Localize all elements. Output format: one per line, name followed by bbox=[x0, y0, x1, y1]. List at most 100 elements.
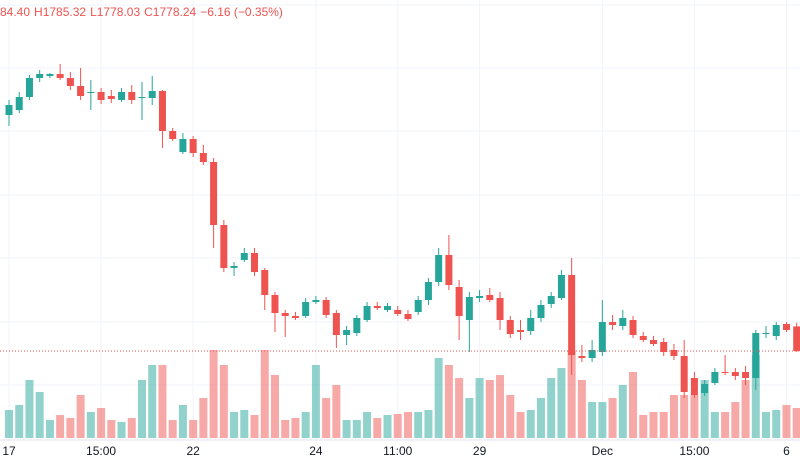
candle-body bbox=[609, 322, 617, 325]
volume-bar bbox=[557, 368, 566, 438]
candle-body bbox=[36, 74, 44, 78]
candle-body bbox=[332, 313, 340, 335]
candle-body bbox=[353, 318, 361, 333]
candle-body bbox=[793, 326, 800, 352]
volume-bar bbox=[414, 412, 423, 438]
candle-body bbox=[517, 330, 524, 332]
candle-body bbox=[772, 325, 780, 336]
candle-body bbox=[690, 378, 698, 395]
grid bbox=[0, 4, 800, 386]
volume-bar bbox=[76, 395, 85, 438]
x-tick-label: 6 bbox=[783, 444, 790, 458]
volume-bar bbox=[424, 410, 433, 438]
volume-bar bbox=[669, 395, 678, 438]
low-text: L1778.03 bbox=[90, 5, 141, 19]
volume-bar bbox=[127, 418, 136, 438]
candle-body bbox=[465, 297, 473, 320]
candle-body bbox=[251, 253, 259, 272]
volume-bar bbox=[690, 395, 699, 438]
volume-bar bbox=[25, 380, 34, 438]
candle-body bbox=[598, 322, 606, 352]
volume-bar bbox=[434, 358, 443, 438]
candle-body bbox=[15, 97, 23, 110]
volume-bar bbox=[291, 418, 300, 438]
volume-bar bbox=[741, 380, 750, 438]
candle-body bbox=[169, 131, 177, 139]
x-tick-label: 24 bbox=[309, 444, 323, 458]
candle-body bbox=[619, 318, 627, 326]
volume-bar bbox=[363, 412, 372, 438]
candle-body bbox=[312, 300, 320, 302]
volume-bar bbox=[577, 380, 586, 438]
candle-body bbox=[639, 336, 647, 340]
x-tick-label: 15:00 bbox=[679, 444, 709, 458]
volume-bar bbox=[56, 415, 65, 438]
candle-body bbox=[568, 275, 576, 355]
candle-body bbox=[97, 92, 105, 100]
volume-bar bbox=[516, 412, 525, 438]
volume-bar bbox=[721, 412, 730, 438]
candle-body bbox=[527, 318, 535, 331]
volume-bar bbox=[311, 365, 320, 438]
volume-bar bbox=[496, 375, 505, 438]
candle-body bbox=[128, 92, 136, 100]
volume-bar bbox=[189, 420, 198, 438]
ohlc-legend: 84.40 H1785.32 L1778.03 C1778.24 −6.16 (−0.3… bbox=[0, 5, 287, 19]
volume-bar bbox=[281, 420, 290, 438]
candle-body bbox=[302, 302, 310, 316]
time-axis: 17 15:00 22 24 11:00 29 Dec 15:00 6 bbox=[2, 444, 790, 458]
close-text: C1778.24 bbox=[144, 5, 197, 19]
volume-bar bbox=[710, 412, 719, 438]
volume-bar bbox=[209, 350, 218, 438]
volume-bar bbox=[506, 395, 515, 438]
candle-body bbox=[680, 356, 688, 392]
x-tick-label: Dec bbox=[592, 444, 613, 458]
volume-bar bbox=[373, 418, 382, 438]
candle-body bbox=[486, 295, 494, 300]
candle-body bbox=[670, 350, 678, 356]
candle-body bbox=[261, 270, 269, 295]
x-tick-label: 17 bbox=[2, 444, 16, 458]
volume-bar bbox=[393, 414, 402, 438]
candle-body bbox=[56, 74, 64, 78]
candle-body bbox=[742, 372, 750, 378]
candle-body bbox=[148, 91, 156, 98]
candle-body bbox=[322, 300, 330, 315]
candle-body bbox=[660, 342, 668, 352]
volume-bar bbox=[762, 412, 771, 438]
volume-bar bbox=[608, 398, 617, 438]
candle-body bbox=[107, 96, 115, 99]
candle-body bbox=[435, 255, 443, 282]
open-text: 84.40 bbox=[0, 5, 31, 19]
candle-body bbox=[711, 372, 719, 383]
volume-bar bbox=[168, 420, 177, 438]
volume-bar bbox=[629, 372, 638, 438]
volume-bar bbox=[455, 378, 464, 438]
volume-bar bbox=[332, 385, 341, 438]
volume-bar bbox=[342, 420, 351, 438]
candle-body bbox=[588, 350, 596, 358]
candle-body bbox=[701, 384, 709, 393]
candle-body bbox=[455, 287, 463, 316]
candle-body bbox=[547, 296, 555, 304]
vertical-grid bbox=[8, 0, 787, 440]
candle-body bbox=[445, 255, 453, 285]
volume-bar bbox=[792, 408, 800, 438]
candle-body bbox=[281, 313, 289, 316]
volume-bar bbox=[465, 398, 474, 438]
candle-body bbox=[496, 298, 504, 320]
volume-bar bbox=[250, 415, 259, 438]
candle-body bbox=[158, 91, 166, 131]
volume-bar bbox=[444, 365, 453, 438]
volume-bar bbox=[618, 385, 627, 438]
candle-body bbox=[138, 97, 146, 98]
x-tick-label: 22 bbox=[186, 444, 200, 458]
volume-bar bbox=[485, 380, 494, 438]
volume-bar bbox=[199, 398, 208, 438]
candle-body bbox=[25, 78, 33, 97]
volume-bar bbox=[700, 380, 709, 438]
candle-body bbox=[220, 225, 228, 268]
candle-body bbox=[343, 330, 351, 335]
volume-bar bbox=[649, 412, 658, 438]
